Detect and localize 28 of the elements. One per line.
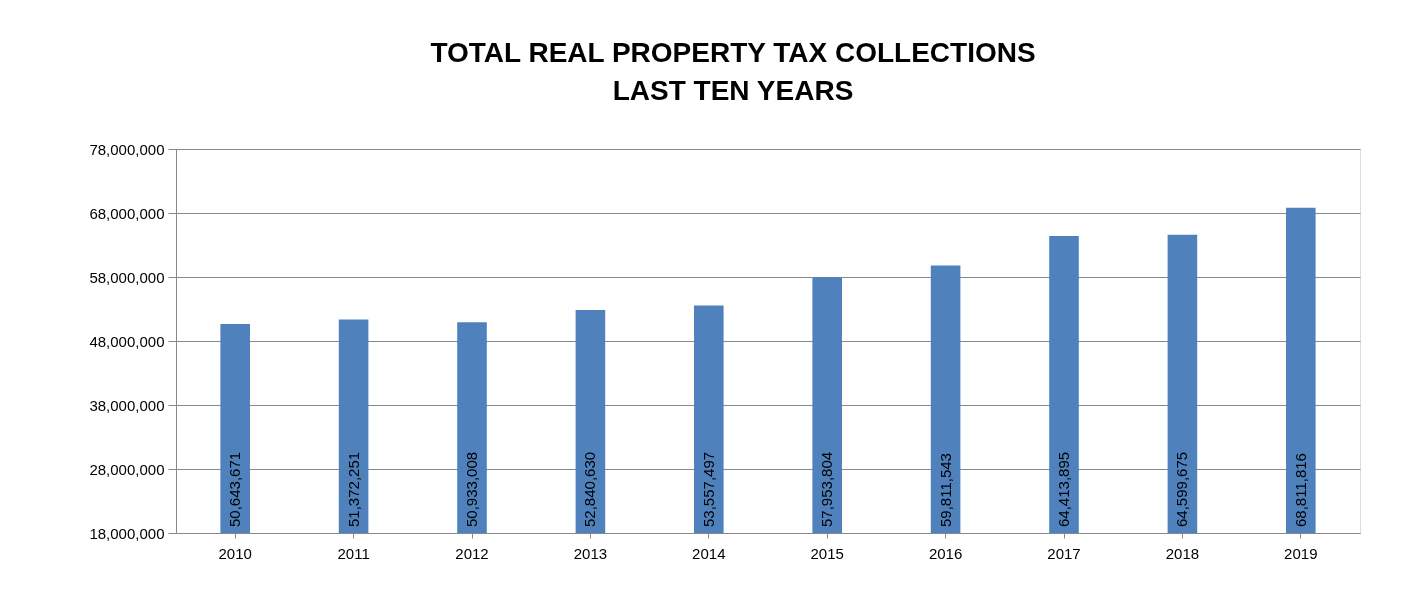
x-tick-label: 2010 [218,544,252,562]
data-label: 50,643,671 [226,451,244,527]
y-tick-label: 38,000,000 [89,396,165,414]
data-label: 51,372,251 [344,451,362,527]
y-tick-label: 68,000,000 [89,204,165,222]
y-tick-label: 18,000,000 [89,524,165,542]
x-tick-label: 2013 [573,544,608,562]
y-tick-label: 78,000,000 [89,140,165,158]
data-label: 64,599,675 [1173,451,1191,527]
x-tick-label: 2017 [1047,544,1081,562]
x-tick-label: 2012 [455,544,489,562]
data-label: 64,413,895 [1055,451,1072,527]
data-label: 68,811,816 [1291,453,1309,527]
data-label: 52,840,630 [581,451,599,527]
y-tick-label: 48,000,000 [89,332,165,350]
chart-title: TOTAL REAL PROPERTY TAX COLLECTIONS LAST TEN YEARS [430,37,1036,106]
data-label: 57,953,804 [818,451,836,527]
y-tick-label: 58,000,000 [89,268,165,286]
x-tick-label: 2019 [1284,544,1318,562]
y-tick-label: 28,000,000 [89,460,165,478]
x-tick-label: 2016 [928,544,963,562]
data-label: 50,933,008 [463,451,480,527]
data-label: 59,811,543 [936,453,954,527]
data-label: 53,557,497 [699,451,717,527]
x-tick-label: 2018 [1165,544,1200,562]
x-tick-label: 2015 [810,544,844,562]
x-tick-label: 2014 [692,544,726,562]
x-tick-label: 2011 [337,544,370,562]
